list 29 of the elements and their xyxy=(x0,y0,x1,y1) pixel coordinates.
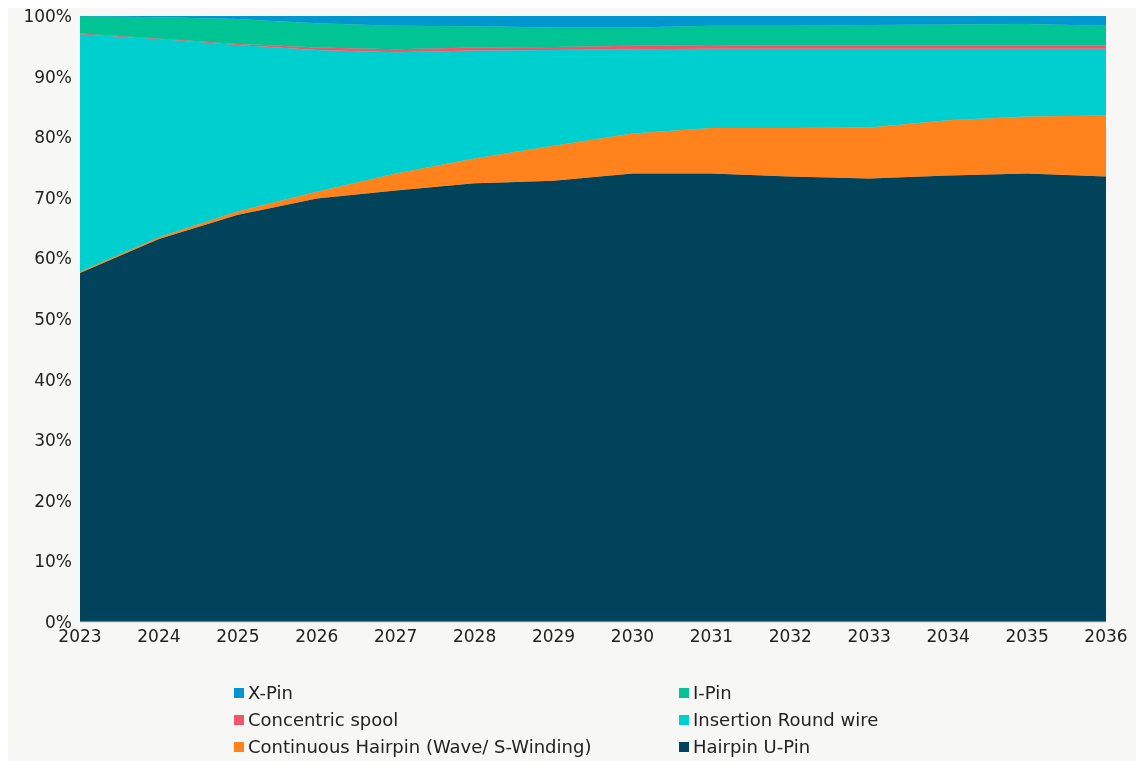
x-tick-label: 2028 xyxy=(452,626,497,647)
x-tick-label: 2030 xyxy=(610,626,655,647)
x-tick-label: 2029 xyxy=(531,626,576,647)
legend-label: Hairpin U-Pin xyxy=(693,736,811,757)
legend-label: X-Pin xyxy=(248,682,293,703)
legend-label: Continuous Hairpin (Wave/ S-Winding) xyxy=(248,736,592,757)
y-tick-label: 20% xyxy=(34,490,72,511)
y-tick-label: 90% xyxy=(34,66,72,87)
x-tick-label: 2035 xyxy=(1005,626,1049,647)
y-tick-label: 50% xyxy=(34,309,72,330)
x-tick-label: 2027 xyxy=(374,626,418,647)
x-tick-label: 2024 xyxy=(137,626,181,647)
y-tick-label: 40% xyxy=(34,369,72,390)
x-tick-label: 2032 xyxy=(768,626,812,647)
y-tick-label: 100% xyxy=(23,6,72,27)
x-tick-label: 2034 xyxy=(926,626,970,647)
x-tick-label: 2031 xyxy=(689,626,734,647)
y-tick-label: 70% xyxy=(34,187,72,208)
legend-label: I-Pin xyxy=(693,682,732,703)
x-tick-label: 2036 xyxy=(1084,626,1128,647)
x-tick-label: 2026 xyxy=(295,626,339,647)
y-tick-label: 60% xyxy=(34,248,72,269)
y-tick-label: 30% xyxy=(34,430,72,451)
x-tick-label: 2025 xyxy=(216,626,260,647)
y-tick-label: 10% xyxy=(34,551,72,572)
legend-label: Concentric spool xyxy=(248,709,399,730)
legend-label: Insertion Round wire xyxy=(693,709,879,730)
x-tick-label: 2033 xyxy=(847,626,891,647)
y-tick-label: 80% xyxy=(34,127,72,148)
